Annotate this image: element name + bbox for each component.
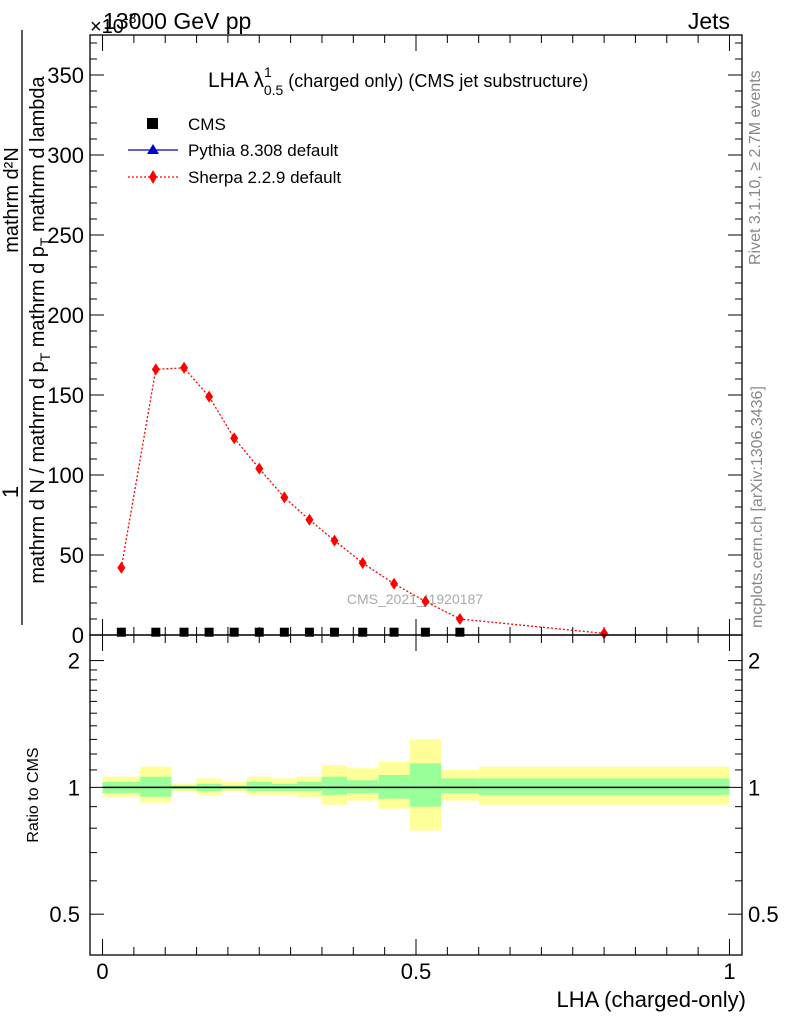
- main-ytick-label: 150: [47, 383, 84, 408]
- sherpa-point: [151, 363, 160, 376]
- ratio-ytick-label-left: 2: [68, 649, 80, 674]
- main-ytick-label: 250: [47, 223, 84, 248]
- legend: CMS Pythia 8.308 default Sherpa 2.2.9 de…: [128, 115, 341, 187]
- legend-pythia-marker: [147, 144, 159, 154]
- sherpa-point: [330, 534, 339, 547]
- xtick-label: 0: [96, 959, 108, 984]
- ratio-ytick-label-right: 2: [748, 649, 760, 674]
- ratio-band-inner: [246, 781, 272, 792]
- ratio-band-inner: [409, 763, 442, 807]
- cms-point: [279, 627, 289, 637]
- sherpa-series: [117, 361, 609, 640]
- main-ylabel-den-b: T: [37, 352, 53, 361]
- axis-multiplier-base: ×10: [90, 16, 124, 38]
- sherpa-point: [230, 432, 239, 445]
- ratio-ylabel: Ratio to CMS: [25, 747, 42, 842]
- cms-series: [116, 627, 465, 637]
- main-ylabel-denominator: mathrm d N / mathrm d pT mathrm d pT mat…: [27, 75, 53, 583]
- sherpa-point: [280, 491, 289, 504]
- cms-point: [358, 627, 368, 637]
- ratio-ytick-label-right: 1: [748, 775, 760, 800]
- sherpa-point: [180, 361, 189, 374]
- main-ylabel-numerator-d2n: mathrm d²N: [1, 147, 23, 253]
- cms-point: [151, 627, 161, 637]
- legend-pythia-label: Pythia 8.308 default: [188, 141, 339, 160]
- xtick-label: 1: [723, 959, 735, 984]
- xlabel: LHA (charged-only): [556, 987, 746, 1012]
- axis-multiplier-exp: -3: [124, 10, 137, 26]
- cms-point: [116, 627, 126, 637]
- main-ylabel-den-a: mathrm d N / mathrm d p: [27, 361, 49, 583]
- main-plot-title-main: LHA λ: [208, 69, 265, 92]
- side-label-mcplots: mcplots.cern.ch [arXiv:1306.3436]: [749, 386, 766, 628]
- sherpa-point: [205, 390, 214, 403]
- sherpa-point: [421, 595, 430, 608]
- cms-point: [420, 627, 430, 637]
- header-category: Jets: [688, 8, 730, 34]
- main-plot-title-sub: 0.5: [264, 82, 284, 98]
- main-ytick-label: 350: [47, 63, 84, 88]
- ratio-band-inner: [321, 776, 348, 795]
- ratio-ytick-label-right: 0.5: [748, 902, 779, 927]
- sherpa-point: [390, 577, 399, 590]
- main-ytick-label: 50: [60, 543, 84, 568]
- ratio-band-inner: [296, 781, 322, 792]
- main-ylabel: 1 mathrm d²N mathrm d N / mathrm d pT ma…: [0, 30, 53, 625]
- sherpa-point: [305, 513, 314, 526]
- axis-multiplier: ×10-3: [90, 10, 137, 38]
- cms-point: [204, 627, 214, 637]
- ratio-bands: [102, 739, 730, 831]
- legend-sherpa-marker: [149, 170, 157, 184]
- main-ylabel-numerator-one: 1: [0, 486, 23, 498]
- sherpa-point: [117, 561, 126, 574]
- sherpa-point: [358, 557, 367, 569]
- cms-point: [254, 627, 264, 637]
- legend-sherpa-label: Sherpa 2.2.9 default: [188, 168, 341, 187]
- watermark: CMS_2021_I1920187: [347, 591, 483, 607]
- main-ytick-label: 0: [72, 623, 84, 648]
- main-plot-title: LHA λ1 0.5 (charged only) (CMS jet substr…: [208, 64, 588, 98]
- ratio-ytick-label-left: 0.5: [49, 902, 80, 927]
- main-ylabel-den-c: mathrm d p: [27, 246, 49, 353]
- main-plot-title-rest: (charged only) (CMS jet substructure): [283, 71, 588, 91]
- main-ytick-label: 100: [47, 463, 84, 488]
- cms-point: [455, 627, 465, 637]
- cms-point: [304, 627, 314, 637]
- sherpa-point: [600, 627, 609, 640]
- ratio-ytick-label-left: 1: [68, 775, 80, 800]
- main-ytick-label: 200: [47, 303, 84, 328]
- legend-cms-marker: [147, 118, 158, 129]
- header-energy: 13000 GeV pp: [103, 8, 251, 34]
- main-plot-title-sup: 1: [264, 64, 272, 80]
- ratio-band-inner: [441, 778, 479, 793]
- cms-point: [179, 627, 189, 637]
- legend-cms-label: CMS: [188, 115, 226, 134]
- cms-point: [229, 627, 239, 637]
- main-ytick-label: 300: [47, 143, 84, 168]
- sherpa-point: [455, 613, 464, 625]
- sherpa-point: [255, 462, 264, 475]
- cms-point: [330, 627, 339, 637]
- side-label-rivet: Rivet 3.1.10, ≥ 2.7M events: [747, 70, 764, 265]
- ratio-band-inner: [347, 780, 379, 793]
- cms-point: [389, 627, 399, 637]
- xtick-label: 0.5: [401, 959, 432, 984]
- main-ylabel-den-e: mathrm d lambda: [27, 75, 49, 237]
- main-ylabel-den-d: T: [37, 237, 53, 246]
